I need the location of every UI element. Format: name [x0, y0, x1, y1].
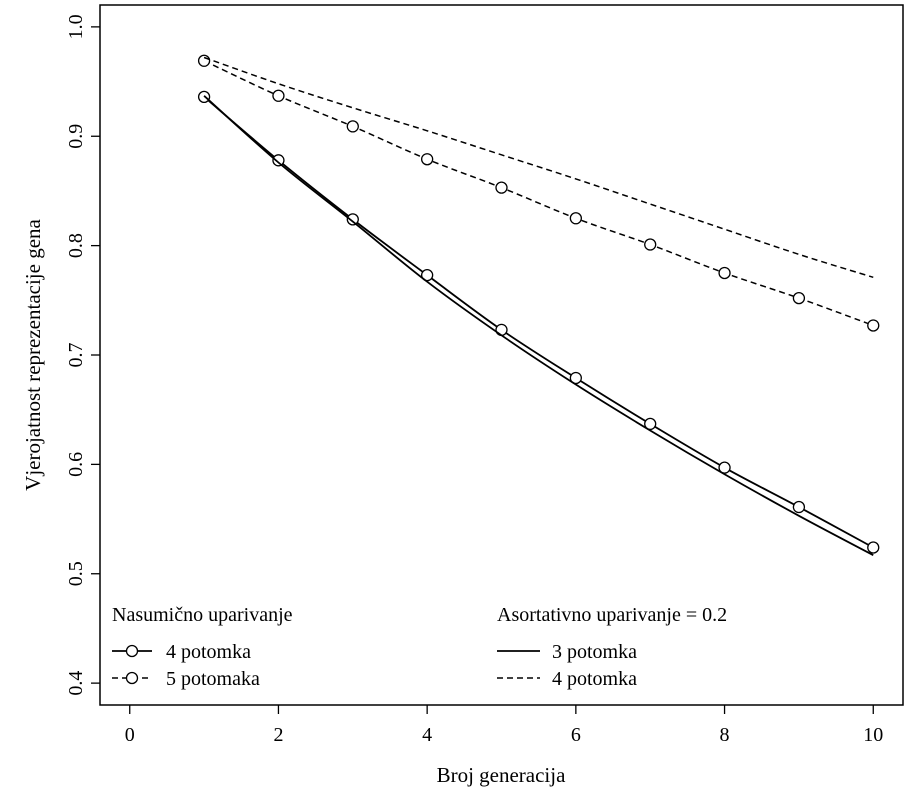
x-tick-label: 8	[720, 724, 730, 746]
data-point	[792, 291, 806, 305]
x-axis-title: Broj generacija	[437, 763, 567, 787]
series-line-1	[203, 60, 874, 327]
x-tick-label: 0	[125, 724, 135, 746]
legend-group-title-assortative: Asortativno uparivanje = 0.2	[497, 604, 727, 626]
data-point	[718, 266, 731, 280]
series-0	[197, 90, 880, 554]
y-tick-label: 1.0	[65, 14, 87, 39]
legend-group-title-random: Nasumično uparivanje	[112, 604, 293, 626]
legend-label-assortative-4: 4 potomka	[552, 668, 637, 690]
legend-key-dashed-circle	[112, 671, 152, 685]
y-tick-label: 0.9	[65, 124, 87, 149]
series-layer	[197, 54, 880, 556]
x-tick-label: 10	[863, 724, 883, 746]
data-point	[272, 154, 285, 167]
data-point	[495, 181, 508, 194]
data-point	[792, 500, 806, 514]
data-point	[867, 541, 880, 554]
data-point	[644, 417, 657, 431]
legend-label-assortative-3: 3 potomka	[552, 641, 637, 663]
data-point	[420, 153, 434, 166]
series-3	[203, 56, 874, 279]
data-point	[346, 213, 359, 226]
y-tick-label: 0.6	[65, 452, 87, 477]
y-axis: 0.4 0.5 0.6 0.7 0.8 0.9 1.0	[65, 14, 100, 696]
x-tick-label: 2	[273, 724, 283, 746]
data-point	[718, 461, 731, 474]
data-point	[569, 212, 583, 225]
x-tick-label: 6	[571, 724, 581, 746]
y-tick-label: 0.4	[65, 671, 87, 696]
data-point	[867, 319, 880, 332]
legend-label-random-5: 5 potomaka	[166, 668, 260, 690]
y-tick-label: 0.7	[65, 343, 87, 368]
legend-label-random-4: 4 potomka	[166, 641, 251, 663]
data-point	[197, 54, 211, 67]
series-line-0	[203, 96, 874, 549]
legend: Nasumično uparivanje 4 potomka 5 potomak…	[112, 604, 727, 690]
data-point	[644, 238, 657, 251]
data-point	[346, 120, 359, 133]
x-axis: 0 2 4 6 8 10	[125, 705, 883, 746]
series-2	[203, 95, 874, 556]
y-tick-label: 0.8	[65, 233, 87, 258]
series-line-2	[203, 95, 874, 556]
series-line-3	[203, 56, 874, 279]
y-axis-title: Vjerojatnost reprezentacije gena	[21, 218, 45, 490]
legend-key-solid-circle	[112, 644, 152, 658]
data-point	[272, 89, 285, 102]
y-tick-label: 0.5	[65, 561, 87, 586]
x-tick-label: 4	[422, 724, 432, 746]
series-1	[197, 54, 880, 332]
